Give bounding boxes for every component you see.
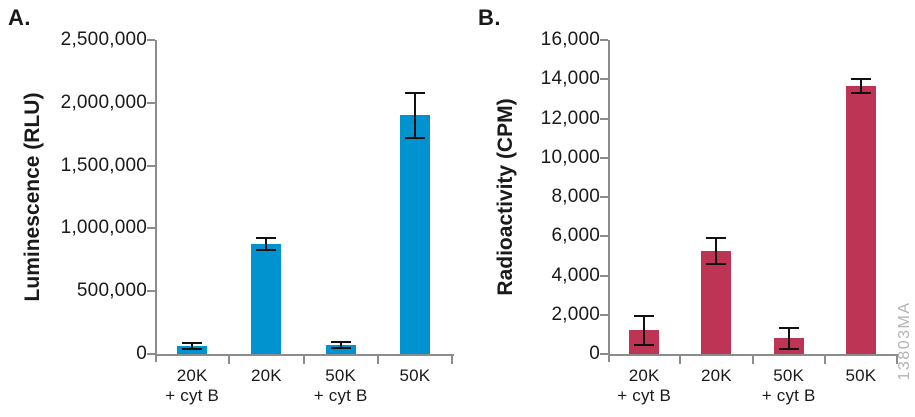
x-tick-b [679, 356, 682, 364]
y-tick-a [147, 353, 155, 355]
y-axis-line-a [155, 40, 157, 362]
x-category-label-b-20k: 20K [700, 366, 732, 385]
y-tick-label-b: 2,000 [551, 303, 600, 325]
y-tick-label-a: 1,500,000 [60, 154, 147, 176]
error-cap-top [706, 237, 727, 240]
bar-b-20k [701, 250, 732, 354]
error-cap-bottom [634, 344, 655, 347]
error-bar-a-20k [265, 238, 268, 250]
bar-a-20k [251, 244, 282, 354]
error-bar-b-50k-cyt-b [787, 327, 790, 350]
x-tick-a [376, 356, 379, 364]
x-category-label-a-50k-cyt-b: 50K + cyt B [313, 366, 368, 405]
y-tick-label-b: 8,000 [551, 186, 600, 207]
y-tick-b [600, 313, 608, 316]
bar-a-50k [399, 115, 430, 354]
y-tick-b [600, 117, 608, 120]
y-tick-label-a: 1,000,000 [60, 217, 147, 239]
error-cap-bottom [778, 348, 799, 351]
error-cap-top [182, 341, 203, 344]
x-tick-a [302, 356, 305, 364]
y-tick-label-a: 2,500,000 [60, 29, 147, 50]
y-tick-b [600, 196, 608, 198]
error-cap-bottom [850, 91, 871, 94]
y-tick-a [147, 227, 155, 230]
x-axis-line-a [155, 354, 454, 356]
error-cap-top [850, 78, 871, 81]
y-axis-line-b [608, 40, 610, 362]
panel-b-label: B. [478, 5, 501, 30]
bar-a-50k-cyt-b [325, 345, 356, 354]
y-tick-label-b: 12,000 [540, 107, 600, 129]
bar-b-50k [845, 86, 876, 354]
y-tick-b [600, 353, 608, 355]
y-tick-label-a: 500,000 [76, 280, 147, 302]
y-tick-label-a: 0 [136, 343, 147, 364]
y-tick-label-b: 0 [589, 343, 600, 364]
error-bar-b-50k [859, 79, 862, 93]
y-tick-label-b: 4,000 [551, 264, 600, 286]
y-tick-label-a: 2,000,000 [60, 91, 147, 113]
error-bar-a-50k [413, 92, 416, 138]
watermark: 13803MA [896, 301, 913, 381]
y-tick-a [147, 39, 155, 41]
y-tick-label-b: 14,000 [540, 68, 600, 90]
y-tick-a [147, 164, 155, 167]
y-tick-b [600, 78, 608, 81]
x-category-label-b-20k-cyt-b: 20K + cyt B [617, 366, 672, 405]
error-bar-a-20k-cyt-b [191, 342, 194, 349]
error-cap-bottom [706, 262, 727, 265]
error-cap-top [256, 237, 277, 240]
x-tick-b [751, 356, 754, 364]
y-tick-label-b: 6,000 [551, 225, 600, 247]
x-tick-a [451, 356, 453, 364]
x-category-label-a-20k: 20K [250, 366, 282, 385]
error-cap-top [404, 91, 425, 94]
x-tick-b [823, 356, 826, 364]
y-tick-b [600, 235, 608, 238]
error-cap-bottom [330, 347, 351, 350]
x-tick-a [228, 356, 231, 364]
error-cap-top [330, 341, 351, 344]
error-cap-bottom [256, 248, 277, 251]
error-cap-bottom [182, 347, 203, 350]
error-cap-top [778, 326, 799, 329]
error-cap-top [634, 314, 655, 317]
panel-a-label: A. [8, 5, 31, 30]
x-axis-line-b [608, 354, 899, 356]
error-cap-bottom [404, 136, 425, 139]
x-category-label-a-50k: 50K [399, 366, 431, 385]
y-tick-b [600, 39, 608, 41]
y-tick-a [147, 290, 155, 293]
x-category-label-b-50k: 50K [845, 366, 877, 385]
error-bar-b-20k-cyt-b [643, 315, 646, 346]
x-category-label-a-20k-cyt-b: 20K + cyt B [165, 366, 220, 405]
x-tick-b [896, 356, 898, 364]
y-tick-a [147, 101, 155, 104]
y-tick-label-b: 10,000 [540, 146, 600, 168]
x-category-label-b-50k-cyt-b: 50K + cyt B [761, 366, 816, 405]
y-tick-b [600, 274, 608, 277]
y-tick-b [600, 156, 608, 159]
error-bar-b-20k [715, 238, 718, 264]
y-tick-label-b: 16,000 [540, 29, 600, 50]
error-bar-a-50k-cyt-b [339, 342, 342, 349]
